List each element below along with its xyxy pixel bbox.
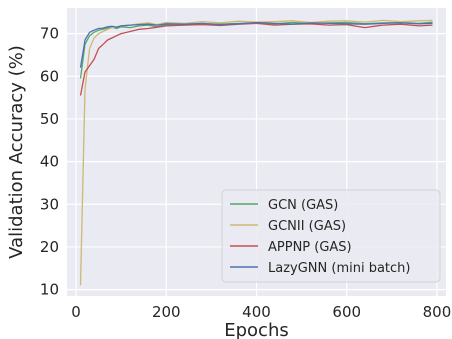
y-tick-label: 60 xyxy=(40,67,59,85)
series-line-3 xyxy=(79,22,433,96)
series-lines xyxy=(79,19,433,286)
grid-lines xyxy=(67,8,446,296)
x-tick-label: 200 xyxy=(152,303,181,321)
y-tick-label: 10 xyxy=(40,281,59,299)
x-tick-label: 800 xyxy=(423,303,452,321)
y-tick-label: 50 xyxy=(40,110,59,128)
y-tick-label: 70 xyxy=(40,25,59,43)
series-line-2 xyxy=(79,19,433,286)
y-axis-label: Validation Accuracy (%) xyxy=(6,45,27,259)
y-tick-label: 20 xyxy=(40,238,59,256)
y-tick-label: 40 xyxy=(40,153,59,171)
legend-box xyxy=(221,189,441,283)
legend-label: GCNII (GAS) xyxy=(268,219,346,234)
x-axis-label: Epochs xyxy=(224,320,289,339)
legend-label: GCN (GAS) xyxy=(268,198,338,213)
series-line-4 xyxy=(79,21,433,68)
x-tick-labels: 0 200 400 600 800 xyxy=(71,303,451,321)
legend: GCN (GAS) GCNII (GAS) APPNP (GAS) LazyGNN (… xyxy=(221,189,441,283)
legend-label: LazyGNN (mini batch) xyxy=(268,261,411,276)
x-tick-label: 400 xyxy=(242,303,271,321)
legend-label: APPNP (GAS) xyxy=(268,240,352,255)
y-tick-label: 30 xyxy=(40,195,59,213)
y-tick-labels: 10 20 30 40 50 60 70 xyxy=(40,25,59,299)
x-tick-label: 600 xyxy=(332,303,361,321)
x-tick-label: 0 xyxy=(71,303,81,321)
